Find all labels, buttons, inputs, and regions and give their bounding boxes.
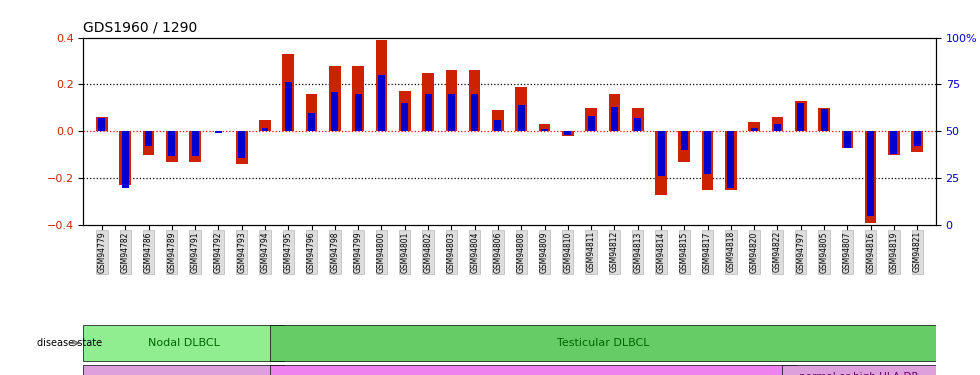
Bar — [422, 73, 434, 131]
Bar — [911, 131, 923, 152]
Bar — [399, 92, 411, 131]
Text: GDS1960 / 1290: GDS1960 / 1290 — [83, 21, 198, 35]
Bar — [704, 131, 711, 174]
Bar — [725, 131, 737, 190]
Bar — [471, 94, 478, 131]
Bar — [585, 108, 597, 131]
Bar — [215, 131, 221, 133]
Bar — [262, 128, 269, 131]
Bar — [96, 117, 108, 131]
Bar — [143, 131, 155, 155]
Bar — [842, 131, 854, 148]
Bar — [166, 131, 177, 162]
Bar — [541, 129, 548, 131]
Bar — [632, 108, 644, 131]
Bar — [727, 131, 734, 188]
Bar — [798, 103, 805, 131]
Bar — [238, 131, 245, 158]
Bar — [331, 92, 338, 131]
Bar — [562, 131, 573, 136]
Bar — [495, 120, 502, 131]
Bar — [844, 131, 851, 148]
Bar — [355, 94, 362, 131]
Bar — [492, 110, 504, 131]
Bar — [678, 131, 690, 162]
Bar — [634, 118, 641, 131]
Bar — [782, 364, 936, 375]
Bar — [353, 66, 364, 131]
Bar — [891, 131, 898, 154]
Bar — [120, 131, 131, 185]
Bar — [259, 120, 270, 131]
Bar — [424, 94, 431, 131]
Bar — [329, 66, 341, 131]
Bar — [820, 109, 827, 131]
Bar — [771, 117, 783, 131]
Bar — [270, 364, 796, 375]
Bar — [468, 70, 480, 131]
Bar — [795, 101, 807, 131]
Bar — [611, 107, 618, 131]
Bar — [308, 112, 316, 131]
Bar — [192, 131, 199, 156]
Bar — [515, 87, 527, 131]
Bar — [609, 94, 620, 131]
Bar — [375, 40, 387, 131]
Bar — [539, 124, 551, 131]
Text: Nodal DLBCL: Nodal DLBCL — [148, 338, 220, 348]
Bar — [378, 75, 385, 131]
Bar — [588, 116, 595, 131]
Bar — [446, 70, 458, 131]
Bar — [888, 131, 900, 155]
Text: disease state: disease state — [36, 338, 102, 348]
Bar — [448, 94, 455, 131]
Bar — [236, 131, 248, 164]
Bar — [517, 105, 524, 131]
Bar — [285, 82, 292, 131]
Text: Testicular DLBCL: Testicular DLBCL — [557, 338, 649, 348]
Bar — [751, 128, 758, 131]
Bar — [774, 124, 781, 131]
Bar — [401, 103, 409, 131]
Bar — [282, 54, 294, 131]
Bar — [189, 131, 201, 162]
Bar — [270, 325, 936, 361]
Bar — [913, 131, 921, 146]
Bar — [83, 325, 283, 361]
Bar — [656, 131, 666, 195]
Bar — [306, 94, 318, 131]
Bar — [749, 122, 760, 131]
Bar — [865, 131, 876, 223]
Bar — [702, 131, 713, 190]
Bar — [122, 131, 128, 188]
Bar — [83, 364, 283, 375]
Bar — [867, 131, 874, 216]
Bar — [658, 131, 664, 176]
Bar — [564, 131, 571, 135]
Bar — [98, 118, 106, 131]
Bar — [681, 131, 688, 150]
Bar — [169, 131, 175, 156]
Text: normal or high HLA-DR
expression: normal or high HLA-DR expression — [800, 372, 919, 375]
Bar — [818, 108, 830, 131]
Bar — [145, 131, 152, 146]
